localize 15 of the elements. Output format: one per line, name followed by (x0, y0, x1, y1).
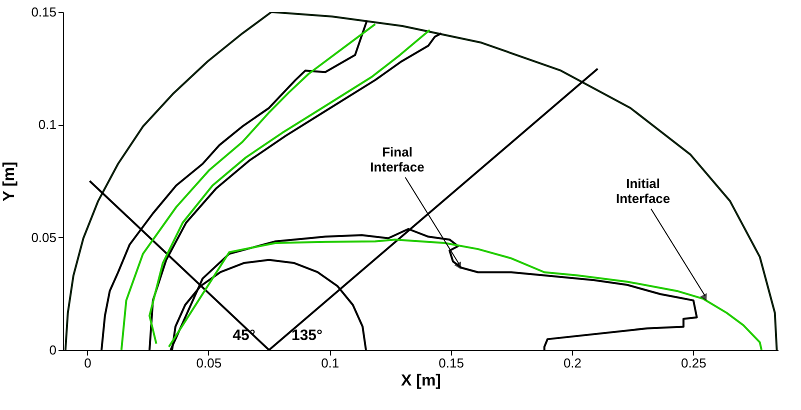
x-tick-label: 0.15 (438, 356, 464, 370)
annotation: 135° (291, 327, 323, 344)
x-tick-label: 0 (84, 356, 92, 370)
y-tick-label: 0 (49, 342, 56, 358)
x-tick-label: 0.1 (321, 356, 340, 370)
y-tick-label: 0.15 (31, 4, 56, 20)
annotation: Initial Interface (616, 176, 670, 206)
x-axis-title: X [m] (401, 372, 441, 390)
annotation: Final Interface (370, 144, 424, 174)
y-tick-label: 0.1 (38, 117, 56, 132)
y-axis-title: Y [m] (1, 162, 18, 202)
y-tick-label: 0.05 (31, 230, 56, 245)
x-tick-label: 0.2 (563, 356, 582, 370)
x-tick-label: 0.05 (196, 356, 222, 370)
x-tick-label: 0.25 (681, 356, 706, 370)
